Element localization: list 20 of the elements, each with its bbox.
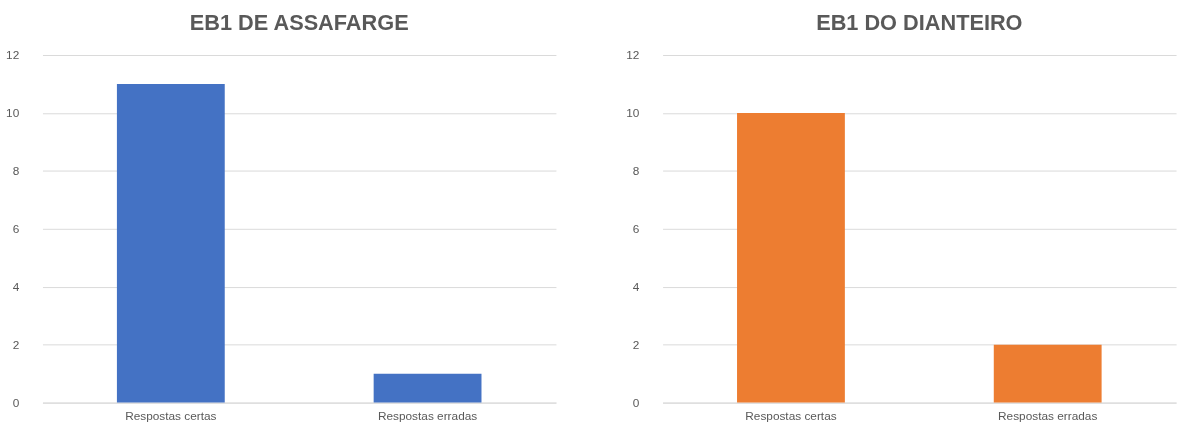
y-tick-label: 4 xyxy=(12,280,20,295)
y-tick-label: 6 xyxy=(632,222,640,237)
y-tick-label: 0 xyxy=(12,396,20,411)
chart-title: EB1 DO DIANTEIRO xyxy=(816,10,1023,36)
y-tick-label: 2 xyxy=(632,338,640,353)
y-tick-label: 0 xyxy=(632,396,640,411)
x-tick-label: Respostas certas xyxy=(745,408,837,423)
y-tick-label: 12 xyxy=(626,48,640,63)
x-tick-label: Respostas certas xyxy=(125,408,217,423)
y-tick-label: 6 xyxy=(12,222,20,237)
y-tick-label: 8 xyxy=(632,164,640,179)
y-tick-label: 10 xyxy=(6,106,20,121)
chart-title: EB1 DE ASSAFARGE xyxy=(189,10,409,36)
y-tick-label: 12 xyxy=(6,48,20,63)
y-tick-label: 2 xyxy=(12,338,20,353)
y-tick-label: 10 xyxy=(626,106,640,121)
x-tick-label: Respostas erradas xyxy=(998,408,1098,423)
y-tick-label: 8 xyxy=(12,164,20,179)
y-tick-label: 4 xyxy=(632,280,640,295)
x-tick-label: Respostas erradas xyxy=(377,408,478,423)
